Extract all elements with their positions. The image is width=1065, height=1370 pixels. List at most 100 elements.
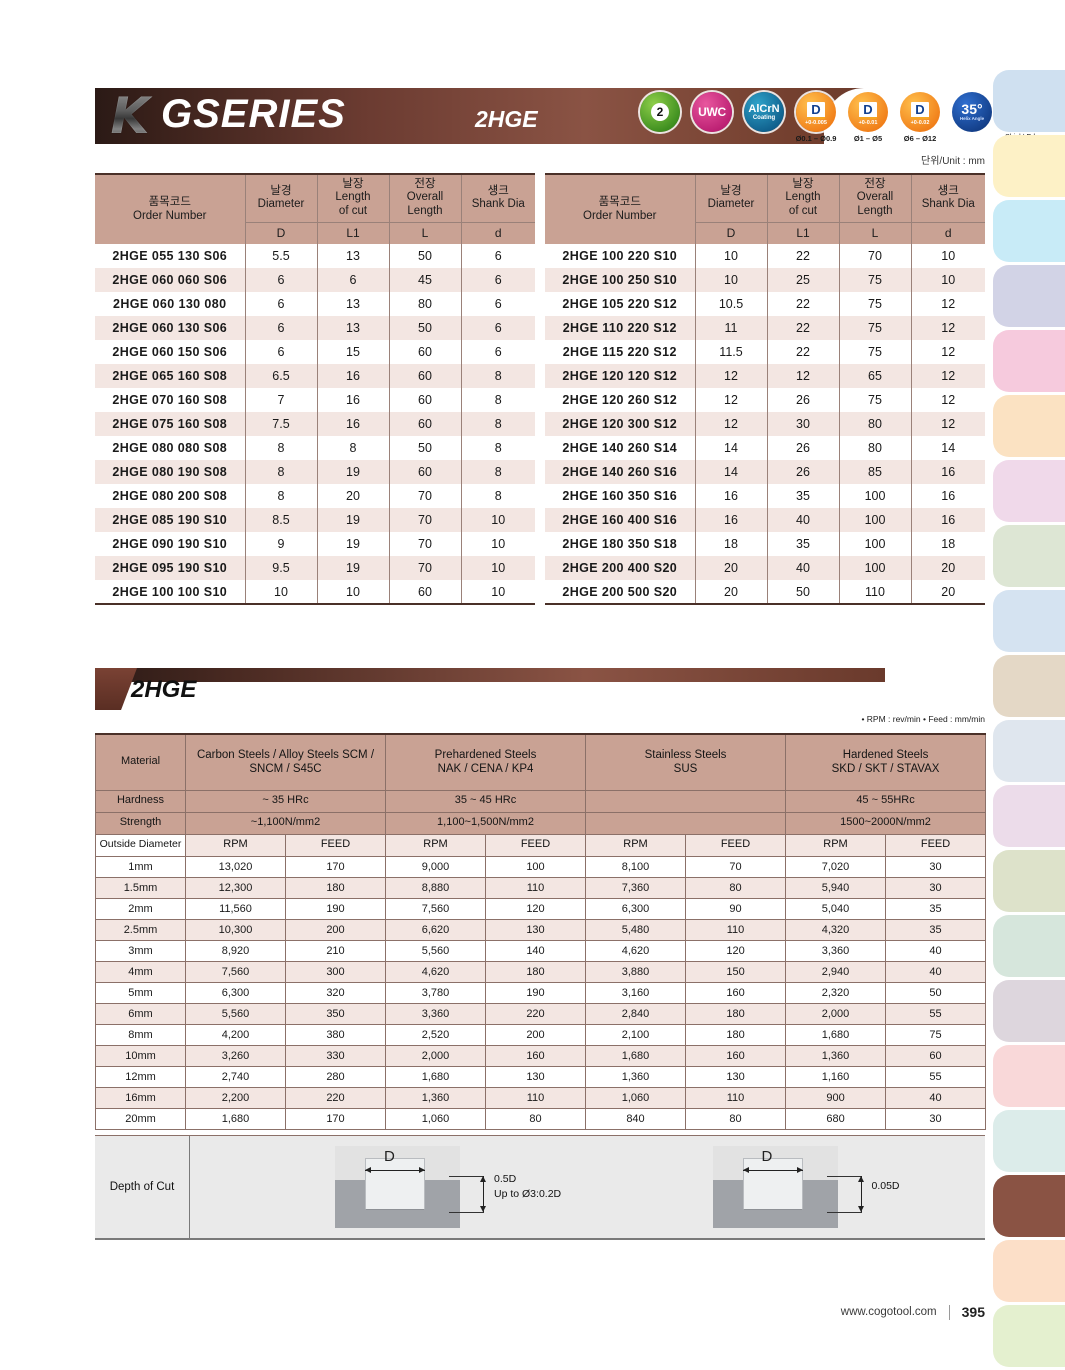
rpm-cell: 7,360 [585,876,686,899]
spec-value-cell: 16 [911,508,985,532]
side-tab-3[interactable] [993,200,1065,262]
spec-value-cell: 100 [839,484,912,508]
side-tab-6[interactable] [993,395,1065,457]
side-tab-17[interactable] [993,1110,1065,1172]
side-tab-13[interactable] [993,850,1065,912]
spec-value-cell: 12 [695,364,768,388]
side-tab-5[interactable] [993,330,1065,392]
table-row: 1.5mm 12,300 180 8,880 110 7,360 80 5,940 30 [95,876,987,899]
unit-note: 단위/Unit : mm [921,156,985,167]
shank-kr: 섕크 [487,184,509,197]
side-tab-10[interactable] [993,655,1065,717]
table-row: 4mm 7,560 300 4,620 180 3,880 150 2,940 40 [95,960,987,983]
spec-value-cell: 6 [461,268,535,292]
spec-value-cell: 22 [767,292,840,316]
helix-label: Helix Angle [959,116,985,121]
order-number-cell: 2HGE 110 220 S12 [545,316,696,340]
rpm-cell: 2,940 [785,960,887,983]
table-row: 2HGE 100 220 S10 10 22 70 10 [545,244,985,268]
spec-value-cell: 85 [839,460,912,484]
rpm-cell: 5,040 [785,897,887,920]
symbol-L-r: L [839,221,912,244]
side-tab-8[interactable] [993,525,1065,587]
feed-cell: 40 [885,960,987,983]
symbol-D-r: D [695,221,768,244]
side-tab-4[interactable] [993,265,1065,327]
feed-cell: 170 [285,855,386,878]
spec-value-cell: 10 [317,580,390,605]
table-row: 10mm 3,260 330 2,000 160 1,680 160 1,360 60 [95,1044,987,1067]
spec-value-cell: 10 [461,532,535,556]
feed-cell: 150 [684,960,787,983]
outside-diameter-cell: 2.5mm [95,918,186,941]
rpm-cell: 5,480 [585,918,686,941]
flutes-2-label: 2 [651,103,669,121]
rpm-cell: 3,360 [385,1002,486,1025]
side-tab-15[interactable] [993,980,1065,1042]
table-row: 2HGE 080 200 S08 8 20 70 8 [95,484,535,508]
spec-value-cell: 10 [461,580,535,605]
header-diameter-r: 날경 Diameter [695,173,768,222]
mat1-line2: NAK / CENA / KP4 [437,763,534,776]
table-row: 2HGE 060 130 S06 6 13 50 6 [95,316,535,340]
side-tab-7[interactable] [993,460,1065,522]
feed-cell: 160 [485,1044,586,1067]
spec-value-cell: 10.5 [695,292,768,316]
rpm-cell: 7,560 [185,960,286,983]
symbol-D: D [245,221,318,244]
side-tab-18[interactable] [993,1175,1065,1237]
rpm-cell: 5,560 [185,1002,286,1025]
spec-value-cell: 6.5 [245,364,318,388]
spec-value-cell: 13 [317,316,390,340]
feed-cell: 90 [684,897,787,920]
shank-en-r: Shank Dia [921,198,975,211]
rpm-cell: 6,620 [385,918,486,941]
outside-diameter-cell: 3mm [95,939,186,962]
feed-cell: 55 [885,1065,987,1088]
slot-diagram-1: D [335,1146,486,1228]
page-footer: www.cogotool.com 395 [841,1304,985,1320]
subhead-feed-3: FEED [885,833,987,857]
website-url[interactable]: www.cogotool.com [840,1306,937,1318]
mat3-line2: SKD / SKT / STAVAX [831,763,940,776]
side-tab-1[interactable] [993,70,1065,132]
side-tab-19[interactable] [993,1240,1065,1302]
label-hardness: Hardness [95,789,186,813]
d3-tolerance: +0-0.02 [910,119,930,126]
outside-diameter-cell: 2mm [95,897,186,920]
spec-value-cell: 16 [911,484,985,508]
spec-value-cell: 45 [389,268,462,292]
spec-value-cell: 100 [839,508,912,532]
hardness-carbon: ~ 35 HRc [185,789,386,813]
side-tab-16[interactable] [993,1045,1065,1107]
side-tab-12[interactable] [993,785,1065,847]
rpm-cell: 680 [785,1107,887,1130]
tolerance-d2-icon: D +0-0.01 [848,92,888,132]
spec-value-cell: 50 [767,580,840,605]
mat1-line1: Prehardened Steels [434,748,537,761]
order-number-cell: 2HGE 090 190 S10 [95,532,246,556]
side-tab-9[interactable] [993,590,1065,652]
side-tab-14[interactable] [993,915,1065,977]
spec-left-body: 2HGE 055 130 S06 5.5 13 50 6 2HGE 060 060 S06… [95,244,535,605]
strength-hardened: 1500~2000N/mm2 [785,811,987,835]
rpm-cell: 12,300 [185,876,286,899]
spec-value-cell: 20 [695,580,768,605]
d1-range: Ø0.1 – Ø0.9 [795,134,837,143]
cutting-conditions-table: Material Carbon Steels / Alloy Steels SC… [95,733,987,1130]
side-tab-20[interactable] [993,1305,1065,1367]
spec-value-cell: 8 [245,460,318,484]
side-tab-2[interactable] [993,135,1065,197]
spec-value-cell: 6 [245,292,318,316]
header-overall-length-r: 전장 Overall Length [839,173,912,222]
spec-value-cell: 80 [839,412,912,436]
spec-value-cell: 19 [317,508,390,532]
rpm-cell: 1,060 [585,1086,686,1109]
spec-value-cell: 65 [839,364,912,388]
side-tab-11[interactable] [993,720,1065,782]
strength-stainless [584,811,787,835]
table-row: 16mm 2,200 220 1,360 110 1,060 110 900 40 [95,1086,987,1109]
feature-badges: 2 UWC AlCrN Coating D +0-0.005 Ø0.1 – Ø0… [637,92,1047,144]
feed-cell: 40 [885,939,987,962]
spec-value-cell: 8 [461,460,535,484]
